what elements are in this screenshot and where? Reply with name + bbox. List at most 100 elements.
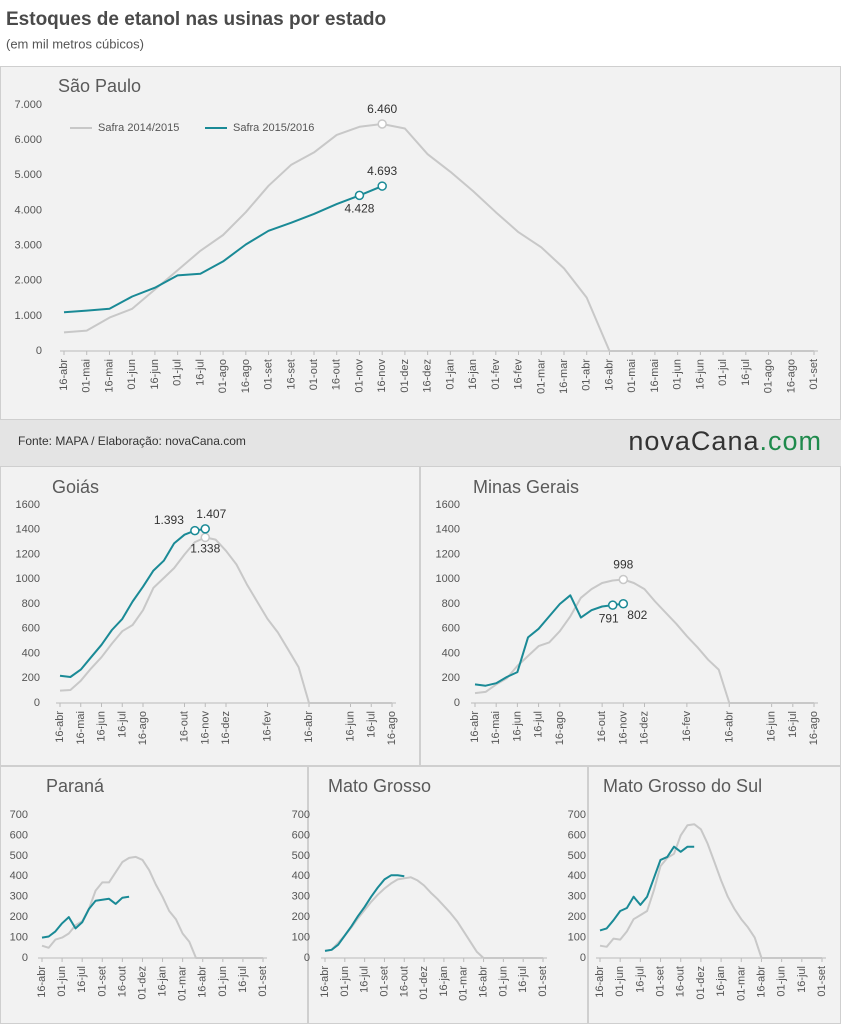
- point-marker: [618, 574, 629, 585]
- y-tick-label: 700: [10, 809, 28, 821]
- value-label: 1.393: [154, 513, 184, 527]
- y-tick-label: 7.000: [14, 99, 42, 111]
- x-tick-label: 16-jul: [517, 966, 529, 993]
- x-tick-label: 16-abr: [469, 711, 481, 743]
- series-line: [59, 527, 206, 678]
- x-tick-label: 16-jul: [740, 359, 752, 386]
- x-tick-label: 16-abr: [603, 359, 615, 391]
- x-tick-label: 16-abr: [58, 359, 70, 391]
- y-tick-label: 800: [22, 598, 40, 610]
- x-tick-label: 01-fev: [490, 359, 502, 390]
- y-tick-label: 4.000: [14, 204, 42, 216]
- y-tick-label: 400: [442, 647, 460, 659]
- logo: novaCana.com: [628, 426, 822, 456]
- series-line: [599, 845, 695, 932]
- x-tick-label: 01-mar: [535, 359, 547, 394]
- x-tick-label: 16-jun: [345, 711, 357, 742]
- x-tick-label: 16-nov: [376, 359, 388, 393]
- point-marker: [618, 599, 629, 609]
- x-tick-label: 16-dez: [220, 711, 232, 745]
- page-title: Estoques de etanol nas usinas por estado: [6, 9, 386, 30]
- x-tick-label: 16-nov: [199, 711, 211, 745]
- x-tick-label: 16-jul: [796, 966, 808, 993]
- y-tick-label: 600: [10, 829, 28, 841]
- x-tick-label: 01-jun: [614, 966, 626, 997]
- y-tick-label: 300: [10, 891, 28, 903]
- x-tick-label: 01-abr: [581, 359, 593, 391]
- x-tick-label: 16-abr: [319, 966, 331, 998]
- point-marker: [200, 532, 210, 543]
- series-line: [474, 594, 624, 687]
- x-tick-label: 16-jul: [237, 966, 249, 993]
- series-line: [324, 874, 405, 952]
- series-line: [41, 855, 263, 959]
- y-tick-label: 1400: [16, 524, 40, 536]
- x-tick-label: 16-jul: [533, 711, 545, 738]
- legend-label: Safra 2015/2016: [233, 122, 314, 134]
- x-tick-label: 01-jun: [56, 966, 68, 997]
- value-label: 4.693: [367, 164, 397, 178]
- point-marker: [200, 524, 210, 534]
- series-line: [59, 536, 392, 704]
- x-tick-label: 16-dez: [639, 711, 651, 745]
- x-tick-label: 01-jun: [672, 359, 684, 390]
- y-tick-label: 200: [442, 672, 460, 684]
- value-label: 4.428: [344, 202, 374, 216]
- x-tick-label: 16-out: [179, 711, 191, 742]
- x-tick-label: 16-dez: [422, 359, 434, 393]
- point-marker: [190, 525, 200, 536]
- x-tick-label: 01-jun: [497, 966, 509, 997]
- y-tick-label: 500: [292, 850, 310, 862]
- y-tick-label: 6.000: [14, 134, 42, 146]
- panel: [588, 766, 841, 1024]
- x-tick-label: 16-jan: [157, 966, 169, 997]
- x-tick-label: 01-jun: [217, 966, 229, 997]
- x-tick-label: 16-mai: [75, 711, 87, 745]
- x-tick-label: 16-fev: [262, 711, 274, 742]
- y-tick-label: 700: [568, 809, 586, 821]
- point-marker: [377, 181, 387, 191]
- value-label: 802: [627, 608, 647, 622]
- x-tick-label: 01-mar: [458, 966, 470, 1001]
- x-tick-label: 16-jun: [766, 711, 778, 742]
- x-tick-label: 16-abr: [36, 966, 48, 998]
- chart-title: Minas Gerais: [473, 477, 579, 497]
- x-tick-label: 01-set: [378, 966, 390, 997]
- y-tick-label: 1600: [436, 499, 460, 511]
- y-tick-label: 100: [292, 931, 310, 943]
- y-tick-label: 800: [442, 598, 460, 610]
- x-tick-label: 16-jun: [694, 359, 706, 390]
- x-tick-label: 01-set: [808, 359, 820, 390]
- x-tick-label: 01-ago: [763, 359, 775, 393]
- y-tick-label: 1000: [16, 573, 40, 585]
- x-tick-label: 16-ago: [554, 711, 566, 745]
- y-tick-label: 200: [10, 911, 28, 923]
- y-tick-label: 400: [292, 870, 310, 882]
- y-tick-label: 0: [34, 697, 40, 709]
- x-tick-label: 16-out: [398, 966, 410, 997]
- x-tick-label: 01-dez: [136, 966, 148, 1000]
- x-tick-label: 16-jun: [511, 711, 523, 742]
- y-tick-label: 100: [568, 931, 586, 943]
- chart-title: Goiás: [52, 477, 99, 497]
- x-tick-label: 01-jun: [126, 359, 138, 390]
- x-tick-label: 16-nov: [617, 711, 629, 745]
- value-label: 998: [613, 558, 633, 572]
- x-tick-label: 16-abr: [478, 966, 490, 998]
- logo-domain: .com: [759, 426, 822, 456]
- x-tick-label: 01-mar: [177, 966, 189, 1001]
- point-marker: [354, 190, 365, 201]
- x-tick-label: 01-ago: [217, 359, 229, 393]
- y-tick-label: 5.000: [14, 169, 42, 181]
- x-tick-label: 01-mar: [735, 966, 747, 1001]
- y-tick-label: 600: [292, 829, 310, 841]
- series-line: [474, 578, 814, 704]
- y-tick-label: 0: [22, 952, 28, 964]
- value-label: 1.407: [196, 507, 226, 521]
- logo-name: novaCana: [628, 426, 759, 456]
- series-line: [599, 823, 822, 959]
- series-line: [63, 123, 814, 352]
- x-tick-label: 01-mai: [626, 359, 638, 393]
- panel: [420, 466, 841, 766]
